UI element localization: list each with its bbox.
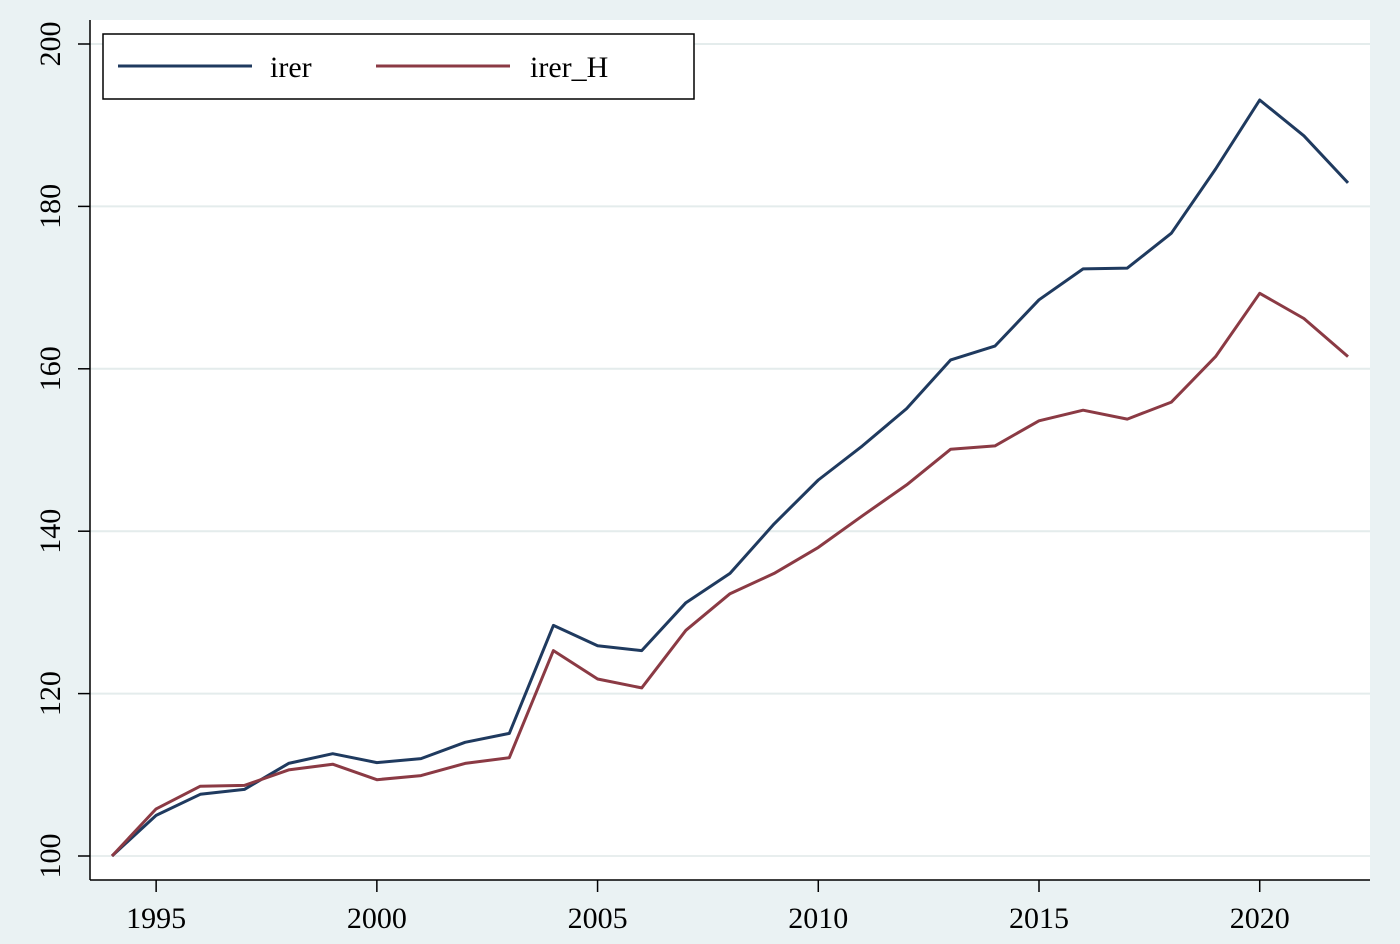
data-point-irer_H bbox=[1347, 355, 1350, 358]
data-point-irer bbox=[1082, 267, 1085, 270]
y-tick-label: 160 bbox=[34, 346, 67, 391]
x-tick-label: 2020 bbox=[1230, 902, 1290, 935]
data-point-irer_H bbox=[331, 763, 334, 766]
data-point-irer bbox=[1170, 232, 1173, 235]
y-tick-label: 120 bbox=[34, 671, 67, 716]
y-tick-label: 140 bbox=[34, 509, 67, 554]
axes: 100 120 140 160 180 200 1995 2000 2005 2010 2015 20… bbox=[34, 20, 1370, 935]
data-point-irer_H bbox=[596, 677, 599, 680]
legend: irer irer_H bbox=[102, 33, 695, 100]
data-point-irer bbox=[640, 649, 643, 652]
data-point-irer_H bbox=[1082, 409, 1085, 412]
data-point-irer bbox=[199, 793, 202, 796]
x-tick-label: 1995 bbox=[126, 902, 186, 935]
data-point-irer_H bbox=[949, 448, 952, 451]
data-point-irer_H bbox=[464, 762, 467, 765]
data-point-irer bbox=[375, 761, 378, 764]
data-point-irer bbox=[1126, 267, 1129, 270]
data-point-irer bbox=[773, 522, 776, 525]
data-point-irer_H bbox=[155, 807, 158, 810]
data-point-irer_H bbox=[420, 774, 423, 777]
data-point-irer bbox=[684, 601, 687, 604]
data-point-irer_H bbox=[640, 686, 643, 689]
data-point-irer bbox=[861, 444, 864, 447]
x-tick-label: 2010 bbox=[788, 902, 848, 935]
data-point-irer bbox=[817, 479, 820, 482]
data-point-irer bbox=[243, 788, 246, 791]
data-point-irer bbox=[1258, 99, 1261, 102]
y-tick-label: 180 bbox=[34, 184, 67, 229]
data-point-irer bbox=[155, 814, 158, 817]
data-point-irer_H bbox=[508, 756, 511, 759]
data-point-irer_H bbox=[861, 514, 864, 517]
data-point-irer bbox=[508, 732, 511, 735]
data-point-irer_H bbox=[243, 784, 246, 787]
data-point-irer_H bbox=[1170, 401, 1173, 404]
data-point-irer bbox=[420, 757, 423, 760]
data-point-irer bbox=[552, 624, 555, 627]
data-point-irer bbox=[1302, 134, 1305, 137]
data-point-irer_H bbox=[287, 768, 290, 771]
data-point-irer bbox=[949, 358, 952, 361]
data-point-irer_H bbox=[773, 572, 776, 575]
series-line-irer_H bbox=[110, 291, 1349, 858]
data-point-irer bbox=[464, 741, 467, 744]
data-point-irer_H bbox=[684, 629, 687, 632]
legend-label-irer_H: irer_H bbox=[530, 51, 608, 84]
data-point-irer bbox=[331, 752, 334, 755]
data-point-irer bbox=[905, 407, 908, 410]
x-tick-label: 2015 bbox=[1009, 902, 1069, 935]
data-point-irer bbox=[1214, 168, 1217, 171]
data-point-irer_H bbox=[1258, 292, 1261, 295]
x-tick-label: 2000 bbox=[347, 902, 407, 935]
data-point-irer_H bbox=[729, 592, 732, 595]
data-point-irer_H bbox=[111, 855, 114, 858]
series-line-irer bbox=[110, 98, 1350, 858]
y-tick-label: 200 bbox=[34, 22, 67, 67]
data-point-irer bbox=[287, 762, 290, 765]
data-point-irer bbox=[1347, 181, 1350, 184]
data-point-irer_H bbox=[199, 785, 202, 788]
data-point-irer_H bbox=[1302, 317, 1305, 320]
data-point-irer bbox=[993, 345, 996, 348]
data-point-irer_H bbox=[552, 649, 555, 652]
data-point-irer_H bbox=[817, 546, 820, 549]
series-layer bbox=[110, 98, 1350, 858]
data-point-irer_H bbox=[1126, 418, 1129, 421]
y-tick-label: 100 bbox=[34, 834, 67, 879]
data-point-irer_H bbox=[993, 444, 996, 447]
plot-area bbox=[90, 20, 1370, 880]
data-point-irer_H bbox=[905, 483, 908, 486]
legend-label-irer: irer bbox=[270, 51, 312, 84]
x-tick-label: 2005 bbox=[568, 902, 628, 935]
data-point-irer_H bbox=[1038, 419, 1041, 422]
data-point-irer_H bbox=[375, 778, 378, 781]
data-point-irer_H bbox=[1214, 355, 1217, 358]
data-point-irer bbox=[729, 572, 732, 575]
data-point-irer bbox=[596, 644, 599, 647]
gridlines bbox=[90, 43, 1370, 857]
data-point-irer bbox=[1038, 298, 1041, 301]
